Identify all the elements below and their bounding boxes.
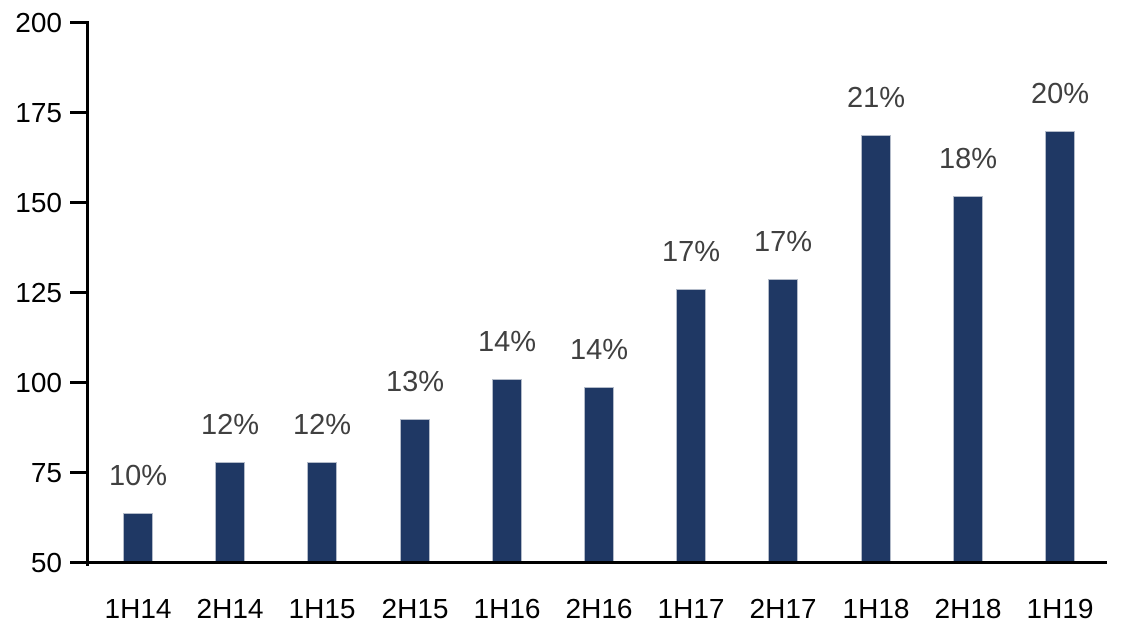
y-tick-label: 200 — [15, 7, 62, 38]
y-tick — [70, 201, 86, 204]
y-tick-label: 150 — [15, 187, 62, 218]
bar-data-label: 17% — [661, 236, 721, 268]
y-tick-label: 50 — [30, 547, 62, 578]
bar-1H19 — [1045, 131, 1075, 563]
x-axis-line — [86, 561, 1107, 564]
bar-data-label: 12% — [200, 409, 260, 441]
bar-data-label: 12% — [292, 409, 352, 441]
x-tick-label: 1H19 — [1026, 593, 1094, 624]
x-tick-label: 2H17 — [749, 593, 817, 624]
y-tick — [70, 471, 86, 474]
x-tick-label: 2H18 — [934, 593, 1002, 624]
y-tick — [70, 291, 86, 294]
bar-data-label: 14% — [569, 334, 629, 366]
bar-data-label: 18% — [938, 143, 998, 175]
bar-1H18 — [861, 135, 891, 563]
y-tick-label: 175 — [15, 97, 62, 128]
bar-2H14 — [215, 462, 245, 563]
y-tick-label: 125 — [15, 277, 62, 308]
y-tick-label: 100 — [15, 367, 62, 398]
x-tick-label: 1H18 — [842, 593, 910, 624]
y-tick — [70, 111, 86, 114]
bar-1H14 — [123, 513, 153, 563]
x-tick-label: 1H16 — [473, 593, 541, 624]
y-axis-line — [86, 21, 89, 566]
x-tick-label: 1H14 — [104, 593, 172, 624]
bar-2H17 — [768, 279, 798, 563]
x-tick-label: 2H16 — [565, 593, 633, 624]
bar-1H16 — [492, 379, 522, 563]
bar-1H17 — [676, 289, 706, 563]
bar-2H18 — [953, 196, 983, 563]
x-tick-label: 2H14 — [196, 593, 264, 624]
bar-data-label: 13% — [385, 366, 445, 398]
bar-data-label: 14% — [477, 326, 537, 358]
x-tick-label: 1H15 — [288, 593, 356, 624]
y-tick-label: 75 — [30, 457, 62, 488]
x-tick-label: 1H17 — [657, 593, 725, 624]
y-tick — [70, 21, 86, 24]
bar-data-label: 20% — [1030, 78, 1090, 110]
y-tick — [70, 561, 86, 564]
bar-data-label: 21% — [846, 82, 906, 114]
bar-data-label: 10% — [108, 460, 168, 492]
y-tick — [70, 381, 86, 384]
bar-data-label: 17% — [753, 226, 813, 258]
bar-2H15 — [400, 419, 430, 563]
x-tick-label: 2H15 — [381, 593, 449, 624]
bar-2H16 — [584, 387, 614, 563]
bar-1H15 — [307, 462, 337, 563]
